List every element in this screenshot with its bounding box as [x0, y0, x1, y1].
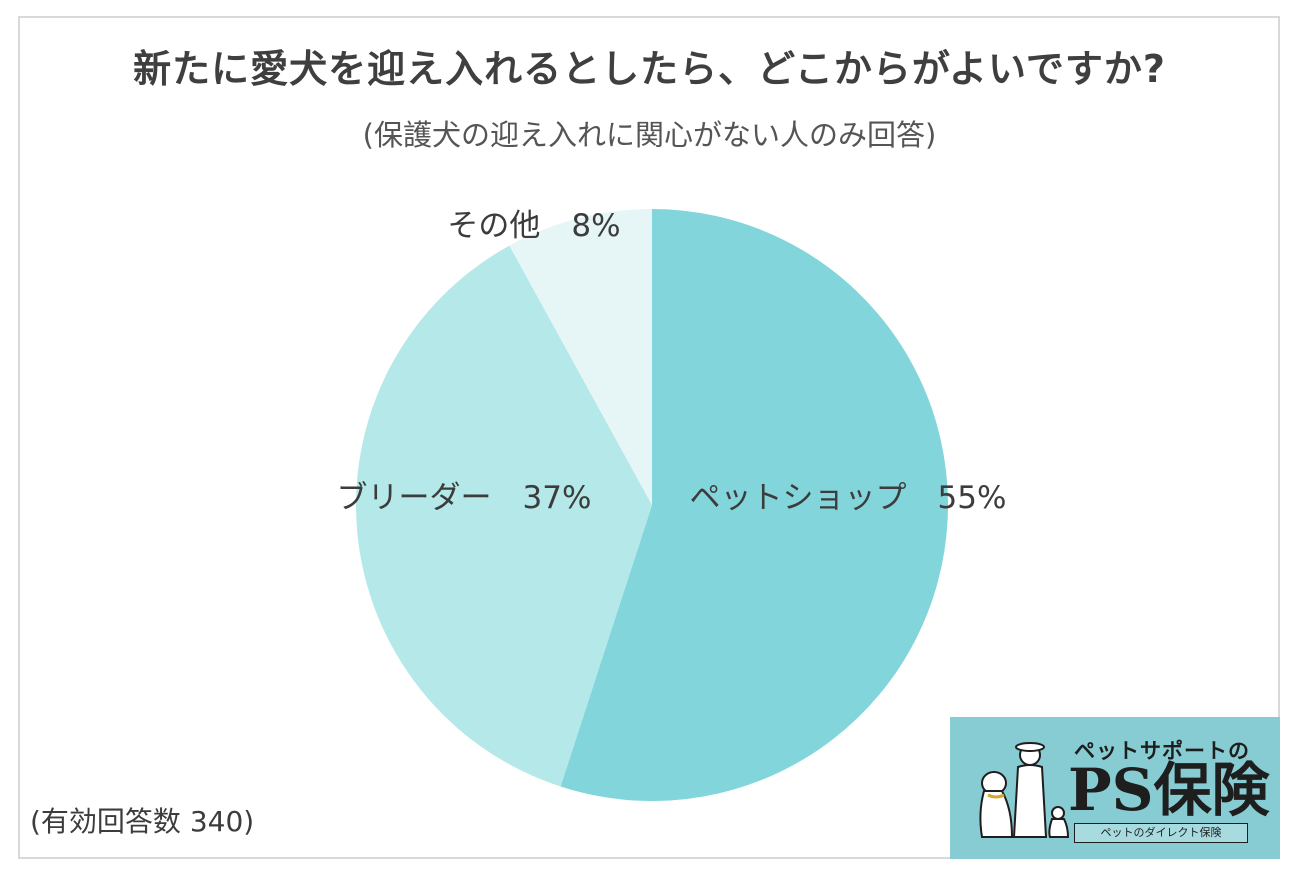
chart-title: 新たに愛犬を迎え入れるとしたら、どこからがよいですか?	[133, 47, 1166, 91]
dog-and-owner-icon	[979, 742, 1070, 838]
pie-slice-2	[355, 245, 652, 787]
pie-slice-3	[509, 209, 652, 505]
response-count: (有効回答数 340)	[30, 805, 255, 838]
logo-subtitle: ペットサポートの	[1074, 739, 1250, 763]
logo-name: PS保険	[1068, 756, 1270, 824]
chart-subtitle: (保護犬の迎え入れに関心がない人のみ回答)	[362, 118, 937, 152]
slice-label-1: ペットショップ 55%	[690, 480, 1007, 516]
ps-insurance-logo: ペットサポートの PS保険 ペットのダイレクト保険	[950, 717, 1280, 859]
chart-frame	[18, 16, 1280, 859]
slice-label-2: ブリーダー 37%	[337, 480, 592, 516]
logo-tagline: ペットのダイレクト保険	[1074, 823, 1248, 843]
slice-label-3: その他 8%	[447, 208, 620, 244]
pie-slice-1	[560, 209, 948, 801]
